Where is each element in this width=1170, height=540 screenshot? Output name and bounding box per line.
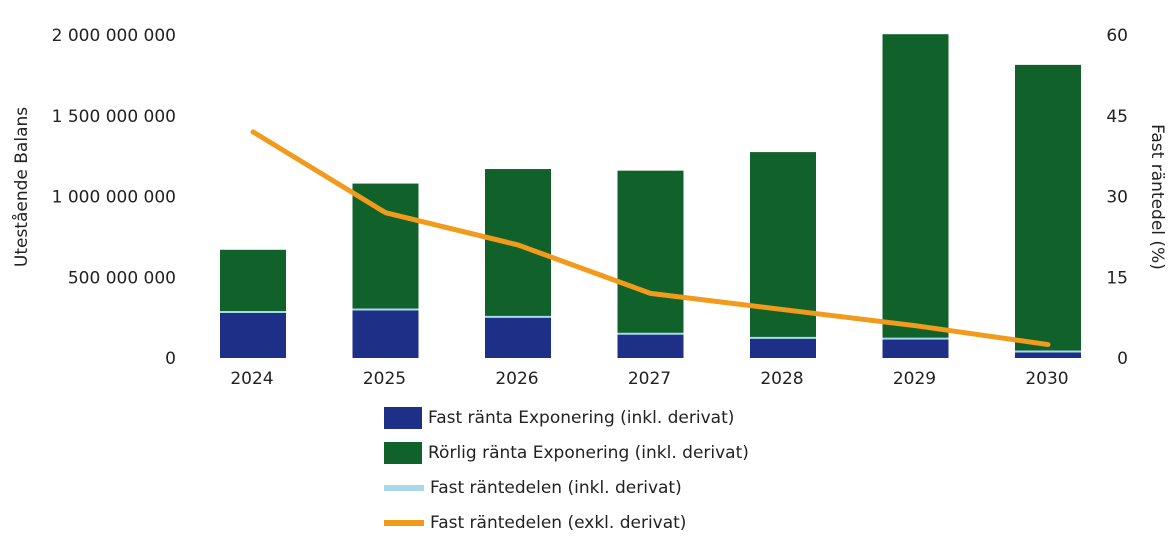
bar-rorlig [617, 170, 684, 334]
right-tick-label: 15 [1106, 268, 1128, 288]
left-axis-label: Utestående Balans [11, 107, 32, 267]
bar-fast [220, 311, 286, 358]
bar-rorlig [1015, 64, 1081, 352]
legend-item: Fast räntedelen (inkl. derivat) [384, 470, 749, 505]
legend-item: Rörlig ränta Exponering (inkl. derivat) [384, 435, 749, 470]
legend-item: Fast ränta Exponering (inkl. derivat) [384, 400, 749, 435]
bar-fast [750, 337, 816, 358]
right-axis-label: Fast räntedel (%) [1147, 124, 1167, 270]
legend-swatch-fast [384, 406, 422, 429]
bar-fast [352, 309, 419, 358]
left-tick-label: 500 000 000 [68, 268, 176, 288]
left-tick-label: 1 000 000 000 [52, 188, 176, 208]
right-tick-label: 45 [1106, 107, 1128, 127]
bar-fast [1015, 351, 1081, 358]
right-tick-label: 30 [1106, 188, 1128, 208]
legend-label: Fast räntedelen (inkl. derivat) [430, 477, 682, 498]
legend-label: Fast ränta Exponering (inkl. derivat) [428, 407, 735, 428]
right-axis-ticks: 0 15 30 45 60 [1106, 26, 1128, 369]
x-axis-ticks: 2024 2025 2026 2027 2028 2029 2030 [230, 369, 1068, 389]
bar-rorlig [352, 183, 419, 310]
x-tick-label: 2029 [893, 369, 936, 389]
bar-rorlig [882, 34, 949, 339]
x-tick-label: 2024 [230, 369, 273, 389]
bar-series [220, 34, 1081, 358]
bar-rorlig [220, 249, 286, 312]
legend-swatch-rorlig [384, 441, 422, 464]
x-tick-label: 2026 [495, 369, 538, 389]
x-tick-label: 2027 [628, 369, 671, 389]
line-exkl [250, 129, 1051, 348]
bar-fast [485, 316, 551, 358]
right-tick-label: 60 [1106, 26, 1128, 46]
right-tick-label: 0 [1117, 349, 1128, 369]
legend-label: Rörlig ränta Exponering (inkl. derivat) [428, 442, 749, 463]
legend-swatch-inkl [384, 484, 424, 491]
combo-chart: 0 500 000 000 1 000 000 000 1 500 000 000 2 … [11, 26, 1167, 389]
left-tick-label: 2 000 000 000 [52, 26, 176, 46]
bar-fast [882, 338, 949, 358]
bar-fast [617, 333, 684, 358]
left-tick-label: 0 [165, 349, 176, 369]
left-axis-ticks: 0 500 000 000 1 000 000 000 1 500 000 000 2 … [52, 26, 176, 369]
line-series [250, 129, 1051, 348]
x-tick-label: 2030 [1025, 369, 1068, 389]
x-tick-label: 2028 [760, 369, 803, 389]
legend: Fast ränta Exponering (inkl. derivat) Rö… [384, 400, 749, 540]
left-tick-label: 1 500 000 000 [52, 107, 176, 127]
x-tick-label: 2025 [363, 369, 406, 389]
